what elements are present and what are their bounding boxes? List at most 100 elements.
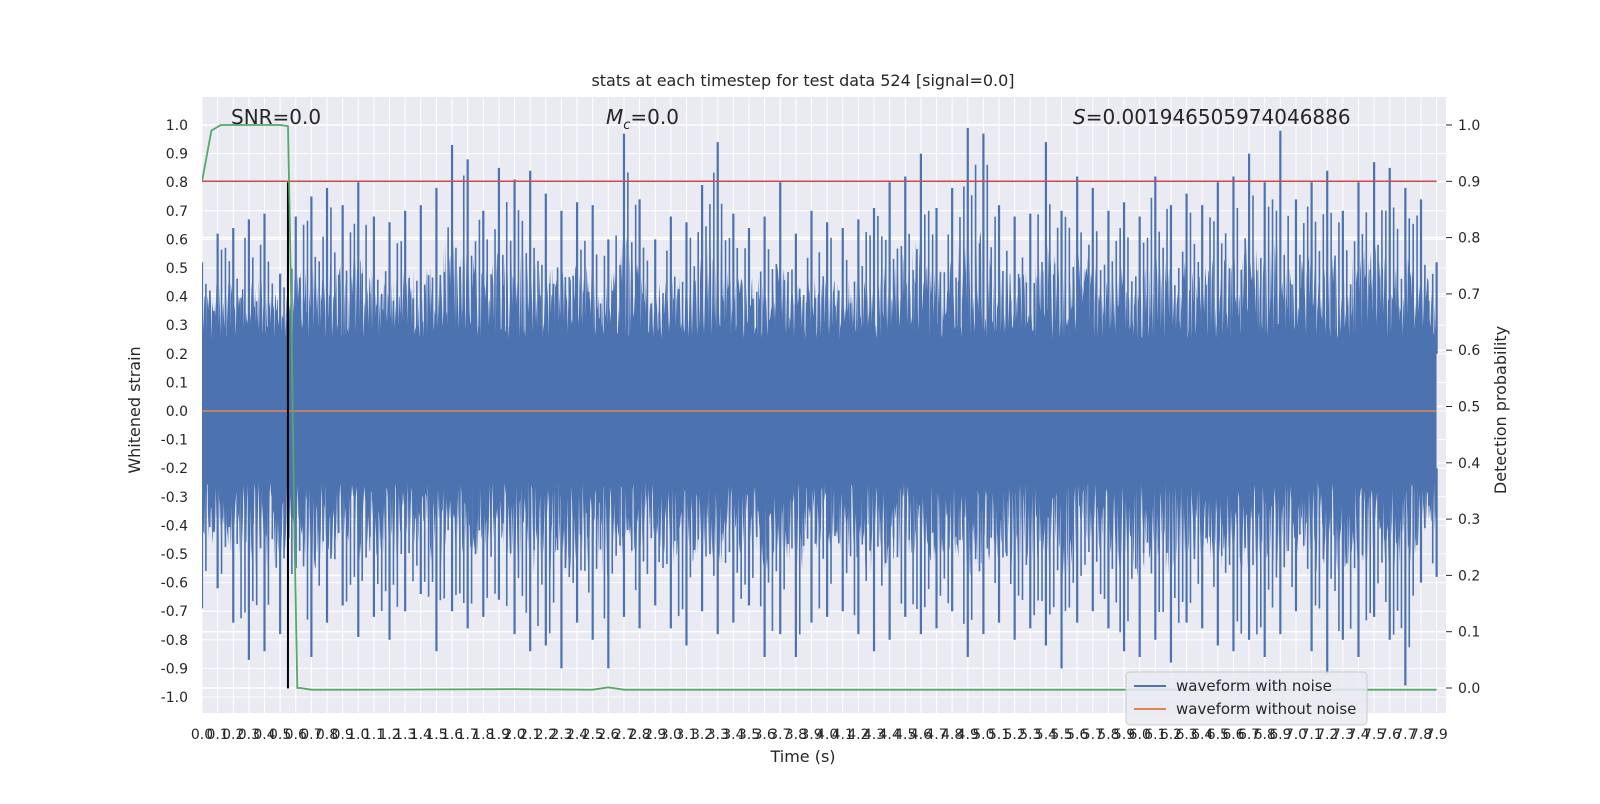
- y-tick-label: 0.9: [166, 147, 188, 163]
- x-tick-label: 6.1: [1144, 727, 1166, 743]
- score-annotation: S=0.001946505974046886: [1073, 105, 1351, 129]
- x-tick-label: 7.0: [1285, 727, 1307, 743]
- chirp-mass-annotation: Mc=0.0: [606, 105, 679, 133]
- x-tick-label: 3.0: [660, 727, 682, 743]
- y-tick-label: -0.9: [161, 661, 188, 677]
- plot-layer: [202, 124, 1438, 691]
- x-tick-label: 1.9: [488, 727, 510, 743]
- y2-tick-label: 0.7: [1458, 287, 1480, 303]
- x-tick-label: 1.6: [441, 727, 463, 743]
- x-tick-label: 2.2: [535, 727, 557, 743]
- y-tick-label: -0.4: [161, 518, 188, 534]
- chirp-mass-subscript: c: [623, 118, 630, 133]
- x-tick-label: 6.4: [1191, 727, 1213, 743]
- x-tick-label: 4.3: [863, 727, 885, 743]
- y2-tick-label: 0.0: [1458, 681, 1480, 697]
- snr-annotation: SNR=0.0: [231, 105, 321, 129]
- x-tick-label: 3.1: [675, 727, 697, 743]
- x-tick-label: 3.9: [800, 727, 822, 743]
- x-tick-label: 1.2: [378, 727, 400, 743]
- x-tick-label: 4.1: [832, 727, 854, 743]
- legend-label-noise: waveform with noise: [1176, 677, 1332, 695]
- y-tick-label: 0.0: [166, 404, 188, 420]
- x-tick-label: 4.4: [879, 727, 901, 743]
- y-tick-label: -0.8: [161, 633, 188, 649]
- x-tick-label: 3.2: [691, 727, 713, 743]
- y-tick-label: 0.5: [166, 261, 188, 277]
- x-tick-label: 6.2: [1160, 727, 1182, 743]
- x-axis-ticks: 0.00.10.20.30.40.50.60.70.80.91.01.11.21…: [191, 727, 1448, 743]
- x-tick-label: 0.8: [316, 727, 338, 743]
- y-axis-label: Whitened strain: [125, 346, 144, 473]
- x-tick-label: 2.7: [613, 727, 635, 743]
- y2-tick-label: 1.0: [1458, 118, 1480, 134]
- x-tick-label: 0.2: [222, 727, 244, 743]
- y-tick-label: -1.0: [161, 690, 188, 706]
- score-value: =0.001946505974046886: [1086, 105, 1351, 129]
- x-tick-label: 5.3: [1019, 727, 1041, 743]
- series-waveform-with-noise-spikes: [202, 127, 1438, 686]
- x-tick-label: 3.3: [707, 727, 729, 743]
- y-tick-label: -0.3: [161, 490, 188, 506]
- x-tick-label: 2.1: [519, 727, 541, 743]
- x-tick-label: 0.6: [285, 727, 307, 743]
- x-tick-label: 1.1: [363, 727, 385, 743]
- x-tick-label: 7.6: [1379, 727, 1401, 743]
- x-tick-label: 4.9: [957, 727, 979, 743]
- x-tick-label: 5.5: [1050, 727, 1072, 743]
- y-axis-ticks: 1.0 0.9 0.8 0.7 0.6 0.5 0.4 0.3 0.2 0.1 0.0 -0.1 -0.…: [161, 118, 188, 706]
- x-tick-label: 1.0: [347, 727, 369, 743]
- x-tick-label: 1.7: [457, 727, 479, 743]
- y2-tick-label: 0.5: [1458, 400, 1480, 416]
- x-tick-label: 3.4: [722, 727, 744, 743]
- x-tick-label: 4.0: [816, 727, 838, 743]
- legend-frame: [1125, 671, 1368, 726]
- x-tick-label: 7.4: [1347, 727, 1369, 743]
- y2-tick-label: 0.2: [1458, 568, 1480, 584]
- y2-tick-label: 0.6: [1458, 343, 1480, 359]
- y-tick-label: 0.7: [166, 204, 188, 220]
- y-tick-label: 0.8: [166, 175, 188, 191]
- y-tick-label: 0.4: [166, 290, 188, 306]
- x-axis-label: Time (s): [769, 747, 835, 766]
- chirp-mass-value: =0.0: [630, 105, 679, 129]
- x-tick-label: 6.0: [1129, 727, 1151, 743]
- x-tick-label: 0.5: [269, 727, 291, 743]
- x-tick-label: 6.9: [1269, 727, 1291, 743]
- x-tick-label: 2.6: [597, 727, 619, 743]
- x-tick-label: 6.6: [1222, 727, 1244, 743]
- x-tick-label: 1.8: [472, 727, 494, 743]
- chirp-mass-symbol: M: [606, 105, 623, 129]
- legend: waveform with noise waveform without noi…: [1125, 671, 1368, 726]
- x-tick-label: 7.1: [1300, 727, 1322, 743]
- y-tick-label: -0.5: [161, 547, 188, 563]
- legend-label-clean: waveform without noise: [1176, 700, 1356, 718]
- x-tick-label: 5.2: [1004, 727, 1026, 743]
- x-tick-label: 1.5: [425, 727, 447, 743]
- y-tick-label: 0.3: [166, 318, 188, 334]
- y2-tick-label: 0.4: [1458, 456, 1480, 472]
- y2-tick-label: 0.9: [1458, 174, 1480, 190]
- y-tick-label: 0.6: [166, 232, 188, 248]
- y-tick-label: -0.2: [161, 461, 188, 477]
- y-tick-label: -0.1: [161, 433, 188, 449]
- y-tick-label: 1.0: [166, 118, 188, 134]
- x-tick-label: 7.7: [1394, 727, 1416, 743]
- series-detection-probability: [202, 124, 1437, 691]
- x-tick-label: 6.8: [1254, 727, 1276, 743]
- x-tick-label: 1.3: [394, 727, 416, 743]
- x-tick-label: 0.9: [332, 727, 354, 743]
- y-tick-label: -0.7: [161, 604, 188, 620]
- y-tick-label: 0.1: [166, 375, 188, 391]
- x-tick-label: 1.4: [410, 727, 432, 743]
- y2-axis-label: Detection probability: [1491, 326, 1510, 494]
- chart-title: stats at each timestep for test data 524…: [591, 71, 1014, 90]
- y2-axis-ticks: 1.0 0.9 0.8 0.7 0.6 0.5 0.4 0.3 0.2 0.1 0.0: [1446, 118, 1480, 697]
- x-tick-label: 6.7: [1238, 727, 1260, 743]
- x-tick-label: 4.5: [894, 727, 916, 743]
- x-tick-label: 4.6: [910, 727, 932, 743]
- x-tick-label: 0.0: [191, 727, 213, 743]
- x-tick-label: 4.7: [925, 727, 947, 743]
- x-tick-label: 2.0: [503, 727, 525, 743]
- x-tick-label: 5.1: [988, 727, 1010, 743]
